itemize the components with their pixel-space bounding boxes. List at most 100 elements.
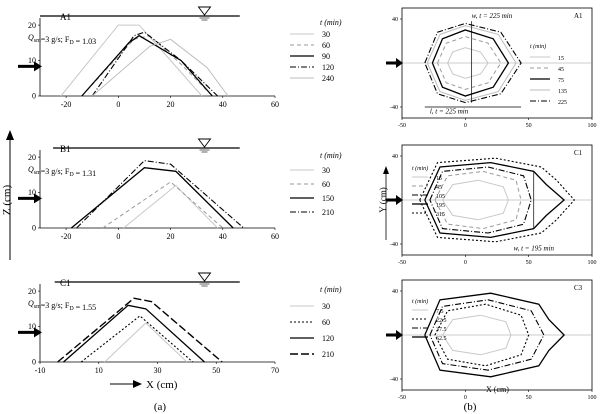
x-tick-label: 40 (219, 100, 227, 109)
legend-title: t (min) (412, 298, 428, 305)
series-line-60 (80, 315, 194, 363)
x-tick-label: 70 (271, 366, 279, 375)
series-line-90 (81, 34, 213, 97)
panel-label-b: (b) (464, 401, 477, 413)
x-tick-label: 100 (588, 395, 597, 401)
y-tick-label: 0 (32, 92, 36, 101)
x-tick-label: 50 (526, 395, 532, 401)
annotation-width: w, t = 195 min (513, 245, 554, 253)
flow-arrow-shaft (18, 64, 34, 68)
x-tick-label: 50 (526, 123, 532, 129)
legend-entry: 45 (436, 185, 442, 191)
legend-entry: 210 (322, 350, 334, 359)
y-tick-label: 10 (28, 322, 36, 331)
flow-arrow-shaft (18, 330, 34, 334)
x-tick-label: 0 (116, 100, 120, 109)
legend-entry: 240 (322, 74, 334, 83)
legend-entry: 105 (436, 194, 445, 200)
x-tick-label: 0 (464, 395, 467, 401)
note-part: Q (28, 165, 34, 174)
series-line-225 (424, 22, 522, 104)
note-part: D (69, 172, 74, 178)
series-line-60 (81, 35, 213, 97)
series-line-45 (437, 36, 502, 90)
y-tick-label: 40 (392, 154, 398, 160)
note-part: D (69, 306, 74, 312)
series-line-30 (60, 24, 203, 97)
y-plan-axis-arrowhead (383, 166, 389, 174)
legend-entry: 15 (558, 56, 564, 62)
legend-entry: 22.5 (436, 318, 447, 324)
annotation-length: l, t = 225 min (430, 108, 469, 116)
series-line-135 (426, 25, 517, 101)
flow-arrow-shaft (386, 198, 396, 202)
legend-title: t (min) (530, 43, 546, 50)
water-level-icon (197, 138, 212, 148)
x-tick-label: 40 (219, 232, 227, 241)
chart-title: A1 (60, 12, 71, 22)
chart-title: C1 (60, 278, 71, 288)
legend-entry: 120 (322, 334, 334, 343)
series-line-15 (442, 179, 509, 221)
legend-entry: 135 (558, 89, 567, 95)
panel-label-a: (a) (154, 401, 167, 413)
x-tick-label: 20 (167, 100, 175, 109)
flow-arrow-head (396, 58, 403, 68)
chart-A1: -20 0 20 40 60 0 10 20 A1 Qsm=3 g/s; FD = 1.03 t (… (18, 6, 342, 109)
note-part: Q (28, 299, 34, 308)
series-line-210 (76, 160, 245, 229)
note-part: Q (28, 33, 34, 42)
chart-note: Qsm=3 g/s; FD = 1.31 (28, 165, 96, 178)
series-line-105 (429, 166, 532, 234)
legend-entry: 195 (436, 203, 445, 209)
series-line-15 (447, 47, 489, 79)
series-line-120 (91, 31, 218, 97)
chart-title: C1 (574, 149, 583, 157)
y-tick-label: 40 (392, 289, 398, 295)
series-line-7.5 (442, 314, 512, 356)
y-tick-label: -40 (390, 377, 398, 383)
x-tick-label: 0 (116, 232, 120, 241)
legend-entry: 60 (322, 41, 330, 50)
x-tick-label: -50 (398, 395, 406, 401)
legend-entry: 30 (322, 30, 330, 39)
annotation-width: w, t = 225 min (472, 12, 513, 20)
series-line-195 (424, 161, 566, 239)
legend-title: t (min) (320, 18, 342, 27)
x-tick-label: -10 (35, 366, 46, 375)
x-tick-label: 0 (464, 260, 467, 266)
z-axis-label: Z (cm) (1, 185, 13, 216)
x-tick-label: 100 (588, 123, 597, 129)
legend-entry: 15 (436, 176, 442, 182)
legend-entry: 75 (558, 78, 564, 84)
series-line-210 (57, 297, 223, 363)
x-tick-label: 60 (271, 232, 279, 241)
note-part: =3 g/s; F (41, 167, 70, 176)
legend-entry: 120 (322, 63, 334, 72)
series-line-30 (123, 184, 218, 229)
x-tick-label: -50 (398, 123, 406, 129)
series-line-75 (431, 29, 510, 97)
legend-entry: 60 (322, 318, 330, 327)
flow-arrow-head (34, 327, 42, 338)
x-tick-label: 100 (588, 260, 597, 266)
x-plan-axis-label: X (cm) (486, 385, 509, 394)
series-line-240 (91, 38, 229, 97)
x-tick-label: 10 (95, 366, 103, 375)
chart-title: B1 (60, 144, 71, 154)
legend-title: t (min) (320, 151, 342, 160)
y-tick-label: 20 (28, 153, 36, 162)
flow-arrow-head (34, 61, 42, 72)
x-tick-label: -20 (61, 232, 72, 241)
chart-title: C3 (574, 284, 583, 292)
legend-entry: 150 (322, 194, 334, 203)
series-line-37.5 (429, 299, 545, 371)
note-part: sm (34, 170, 41, 176)
note-part: D (69, 40, 74, 46)
series-line-150 (70, 167, 234, 229)
series-line-315 (419, 157, 576, 243)
series-line-62.5 (424, 292, 566, 378)
